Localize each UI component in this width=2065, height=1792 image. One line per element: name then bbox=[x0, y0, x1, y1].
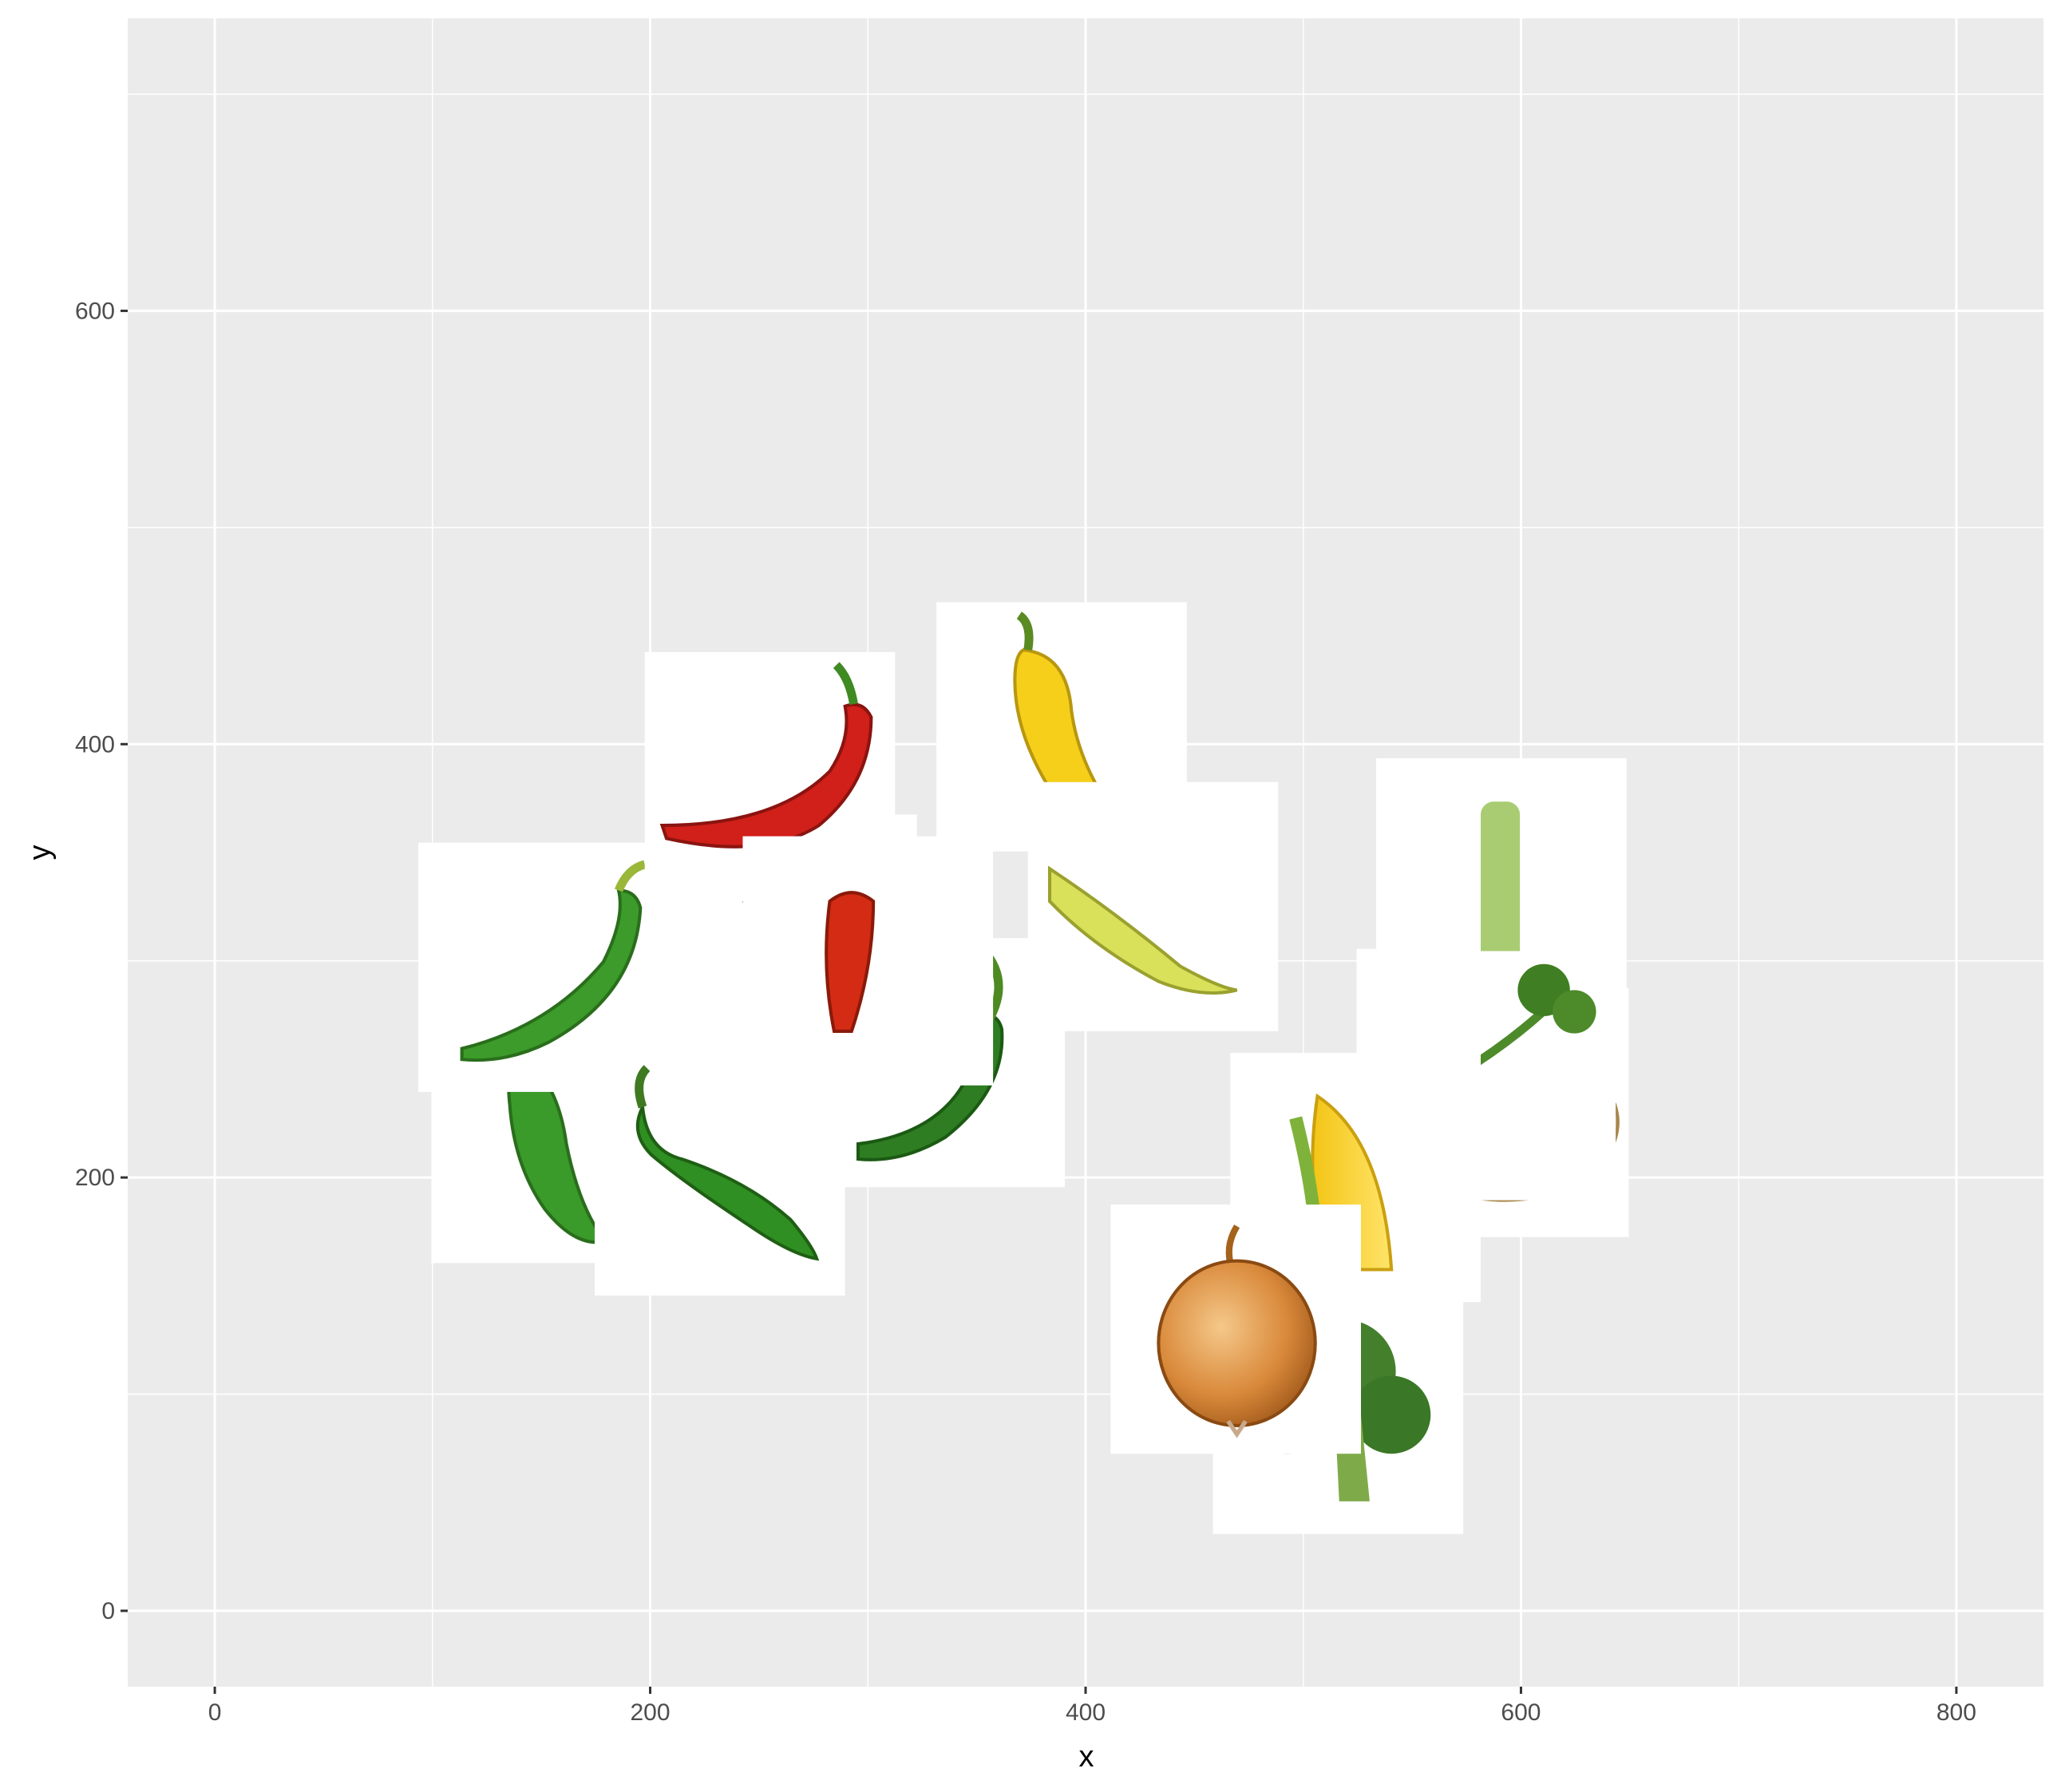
x-tick-label: 600 bbox=[1501, 1699, 1541, 1726]
x-tick-label: 800 bbox=[1936, 1699, 1976, 1726]
long-green-chili-pepper-point bbox=[595, 1046, 845, 1296]
x-axis-title: x bbox=[1079, 1740, 1094, 1774]
image-points bbox=[418, 602, 1629, 1534]
y-tick-label: 200 bbox=[75, 1165, 115, 1191]
onion-point bbox=[1110, 1205, 1361, 1454]
x-tick-label: 200 bbox=[631, 1699, 671, 1726]
y-axis: 0 200 400 600 bbox=[75, 298, 128, 1624]
x-axis: 0 200 400 600 800 bbox=[208, 1687, 1976, 1726]
x-tick-label: 0 bbox=[208, 1699, 222, 1726]
yellow-green-pepper-point bbox=[1027, 781, 1279, 1031]
small-red-pepper-point bbox=[742, 836, 994, 1086]
y-axis-title: y bbox=[23, 845, 57, 860]
celery-stalk-icon bbox=[1481, 801, 1521, 975]
y-tick-label: 600 bbox=[75, 298, 115, 324]
y-tick-label: 400 bbox=[75, 731, 115, 758]
x-tick-label: 400 bbox=[1066, 1699, 1106, 1726]
y-tick-label: 0 bbox=[101, 1598, 115, 1624]
